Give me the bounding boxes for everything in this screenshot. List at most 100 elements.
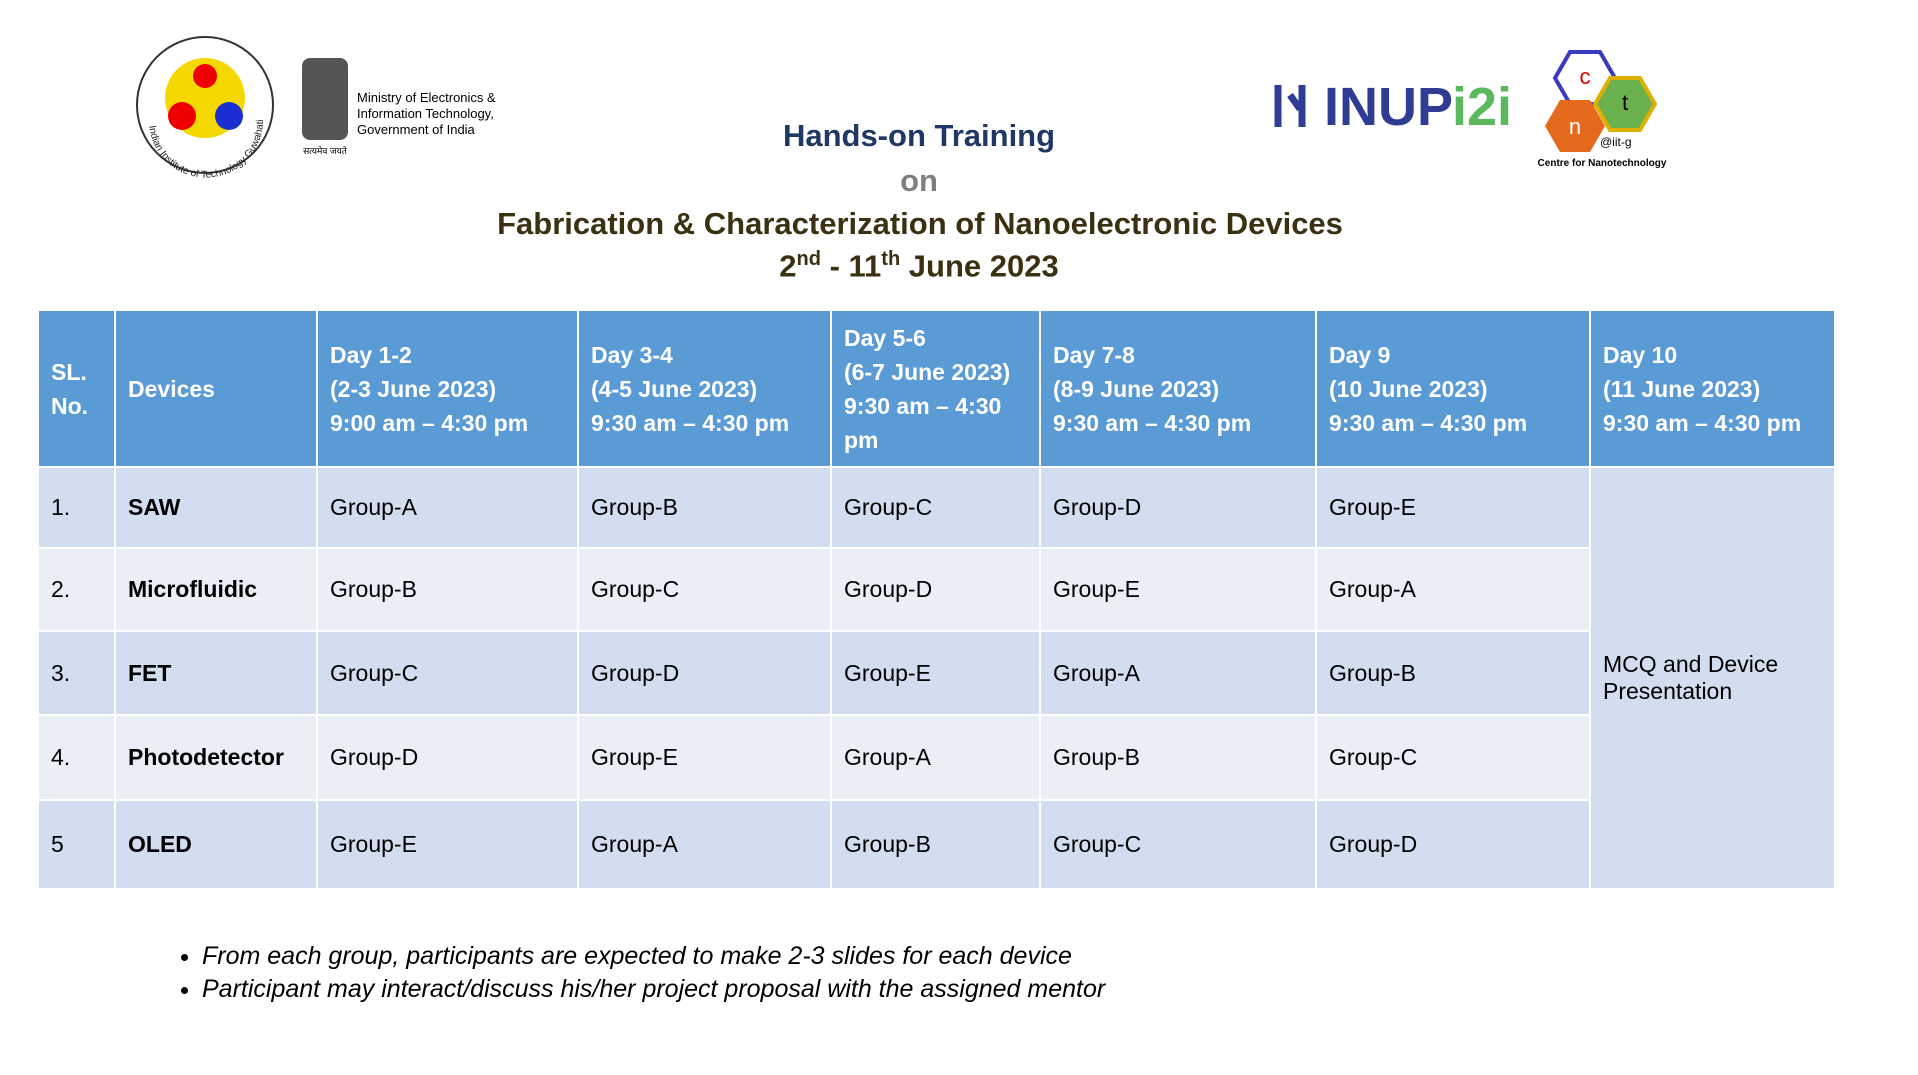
table-row: 1. SAW Group-A Group-B Group-C Group-D Group-E… [37,466,1836,890]
table-cell: FET [114,630,318,716]
header-line: 9:30 am – 4:30 pm [844,392,1002,453]
table-cell: Group-D [1315,799,1591,890]
table-cell: Group-E [1315,466,1591,549]
table-cell: Group-B [316,547,579,632]
table-cell: Group-C [577,547,832,632]
ministry-text: Information Technology, [357,106,494,121]
header-line: (6-7 June 2023) [844,358,1011,385]
emblem-motto: सत्यमेव जयते [303,145,348,156]
note: Participant may interact/discuss his/her… [202,973,1105,1006]
iitg-tag: @iit-g [1600,135,1632,149]
i2i-text: i2i [1452,77,1512,137]
table-cell: Group-D [1039,466,1317,549]
header-cell: Day 10 (11 June 2023) 9:30 am – 4:30 pm [1589,309,1836,468]
table-cell: Group-C [830,466,1041,549]
hex-letter: t [1622,90,1628,115]
header-line: SL. [51,358,87,385]
table-cell: Group-A [1039,630,1317,716]
dates: 2nd - 11th June 2023 [0,248,1838,284]
date-part: - 11 [820,248,882,284]
table-cell: Group-A [830,714,1041,801]
table-cell: Group-D [316,714,579,801]
header-row: SL. No. Devices Day 1-2 (2-3 June 2023) 9:00 … [37,309,1836,468]
title-on: on [900,163,938,198]
hexagon [1592,76,1658,132]
header-cell: Day 5-6 (6-7 June 2023) 9:30 am – 4:30 pm [830,309,1041,468]
logo-shape [215,102,243,130]
inup-icon [1274,85,1306,127]
header-line: Day 10 [1603,341,1678,368]
header-line: Devices [128,375,215,402]
header-line: Day 3-4 [591,341,673,368]
table-cell: OLED [114,799,318,890]
date-part: 2 [779,248,797,284]
ministry-text: Ministry of Electronics & [357,90,496,105]
table-cell: 5 [37,799,116,890]
table-cell: 3. [37,630,116,716]
table-cell: Group-A [1315,547,1591,632]
header-line: (2-3 June 2023) [330,375,497,402]
table-row: 5 OLED Group-E Group-A Group-B Group-C Group-D [37,799,1835,890]
table-cell: Photodetector [114,714,318,801]
table-cell: 4. [37,714,116,801]
header-cell: Day 1-2 (2-3 June 2023) 9:00 am – 4:30 pm [316,309,579,468]
date-part: June 2023 [900,248,1059,284]
date-part: th [881,248,901,270]
header-line: 9:30 am – 4:30 pm [1053,409,1252,436]
ministry-text: Government of India [357,122,476,137]
table-cell: Group-E [830,630,1041,716]
title: Hands-on Training [782,118,1056,153]
logo-shape [168,102,196,130]
table-cell: Group-B [1039,714,1317,801]
table-cell: SAW [114,466,318,549]
subtitle: Fabrication & Characterization of Nanoel… [497,206,1343,241]
table-cell: 2. [37,547,116,632]
header-line: No. [51,392,89,419]
header-line: Day 1-2 [330,341,412,368]
table-cell: Group-C [316,630,579,716]
table-cell: 1. [37,466,116,549]
table-cell: Group-C [1039,799,1317,890]
header-cell: Day 9 (10 June 2023) 9:30 am – 4:30 pm [1315,309,1591,468]
table-cell: Group-A [316,466,579,549]
header-line: (4-5 June 2023) [591,375,758,402]
header-line: 9:00 am – 4:30 pm [330,409,529,436]
table-cell: Group-A [577,799,832,890]
inup-text: INUP [1324,77,1453,137]
table-cell: Group-B [830,799,1041,890]
table-row: 4. Photodetector Group-D Group-E Group-A Grou… [37,714,1835,801]
header-cell: Day 7-8 (8-9 June 2023) 9:30 am – 4:30 pm [1039,309,1317,468]
header-cell: Day 3-4 (4-5 June 2023) 9:30 am – 4:30 pm [577,309,832,468]
table-cell: Group-E [316,799,579,890]
header-cell: SL. No. [37,309,116,468]
table-cell: Group-D [830,547,1041,632]
date-part: nd [796,248,821,270]
table-row: 3. FET Group-C Group-D Group-E Group-A Group-B [37,630,1835,716]
table-cell: Group-D [577,630,832,716]
header-line: Day 7-8 [1053,341,1135,368]
iitg-logo [136,36,274,174]
logo-shape [193,64,217,88]
header-cell: Devices [114,309,318,468]
hexagon [1545,100,1605,152]
table-cell: Group-E [1039,547,1317,632]
centre-text: Centre for Nanotechnology [1538,158,1667,169]
merged-cell: MCQ and Device Presentation [1589,466,1836,890]
header-line: (11 June 2023) [1603,375,1761,402]
hex-letter: c [1580,64,1591,89]
header-line: (8-9 June 2023) [1053,375,1220,402]
table-cell: Group-C [1315,714,1591,801]
table-row: 2. Microfluidic Group-B Group-C Group-D Group… [37,547,1835,632]
header-line: Day 9 [1329,341,1391,368]
note: From each group, participants are expect… [202,940,1105,973]
header-line: (10 June 2023) [1329,375,1488,402]
hex-letter: n [1569,114,1581,139]
notes: From each group, participants are expect… [160,940,1105,1006]
table-cell: Group-E [577,714,832,801]
table-cell: Group-B [577,466,832,549]
header-line: Day 5-6 [844,324,926,351]
table-cell: Microfluidic [114,547,318,632]
table-cell: Group-B [1315,630,1591,716]
header-line: 9:30 am – 4:30 pm [1603,409,1802,436]
